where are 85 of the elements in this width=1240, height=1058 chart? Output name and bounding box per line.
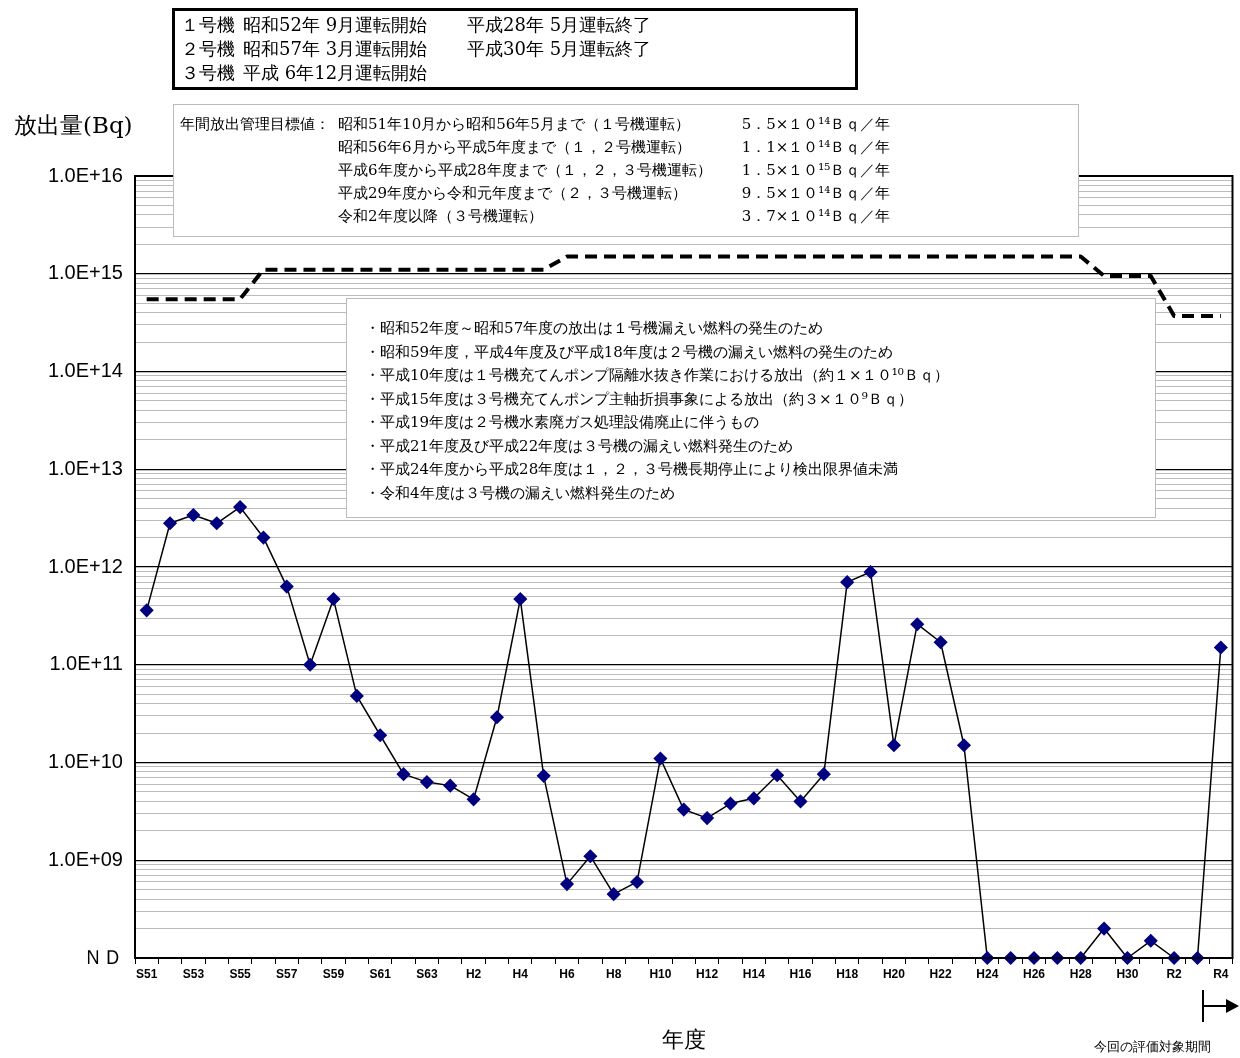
point <box>957 738 971 753</box>
y-tick-label: ＮＤ <box>83 945 123 968</box>
point <box>303 658 317 672</box>
x-tick-label: S63 <box>416 966 438 981</box>
x-tick-label: H12 <box>696 966 719 981</box>
point <box>817 767 831 781</box>
annotation: ・平成21年度及び平成22年度は３号機の漏えい燃料発生のため <box>365 435 795 457</box>
note-box: １号機 昭和52年 9月運転開始 平成28年 5月運転終了 ２号機 昭和57年 3月運転開始 平成30年 5月運転終了 ３号機 平成 6年12月運転開始 <box>172 8 858 90</box>
y-tick-label: 1.0E+16 <box>47 163 123 186</box>
point <box>747 791 761 806</box>
point <box>840 575 854 589</box>
x-tick-label: S59 <box>322 966 345 981</box>
point <box>583 849 598 863</box>
y-tick-label: 1.0E+10 <box>47 750 123 773</box>
point <box>863 565 878 579</box>
point <box>373 728 387 742</box>
point <box>793 794 808 809</box>
x-tick-label: H14 <box>742 966 766 981</box>
x-tick-label: S55 <box>229 966 252 981</box>
point <box>326 592 341 606</box>
y-tick-label: 1.0E+09 <box>47 847 123 870</box>
point <box>163 516 177 531</box>
annotation: ・令和4年度は３号機の漏えい燃料発生のため <box>365 482 676 504</box>
point <box>443 778 457 793</box>
x-tick-label: H24 <box>976 966 999 981</box>
point <box>256 530 271 545</box>
point <box>630 875 644 889</box>
annotation: ・平成15年度は３号機充てんポンプ主軸折損事象による放出（約３×１０⁹Ｂｑ） <box>365 388 914 410</box>
x-tick-label: H8 <box>606 966 622 981</box>
x-tick-label: H30 <box>1116 966 1139 981</box>
y-tick-label: 1.0E+14 <box>47 359 123 382</box>
point <box>513 592 528 606</box>
x-tick-label: R4 <box>1213 966 1229 981</box>
x-tick-label: H6 <box>559 966 575 981</box>
x-tick-label: S61 <box>369 966 392 981</box>
point <box>1214 640 1228 655</box>
point <box>350 689 364 703</box>
y-tick-label: 1.0E+15 <box>47 261 123 284</box>
x-tick-label: H2 <box>465 966 482 981</box>
point <box>280 579 294 594</box>
x-tick-label: H4 <box>512 966 529 981</box>
point <box>677 802 691 817</box>
point <box>910 617 925 631</box>
x-tick-label: H18 <box>836 966 859 981</box>
x-tick-label: H22 <box>929 966 952 981</box>
point <box>560 877 574 891</box>
point <box>653 751 668 766</box>
y-tick-label: 1.0E+11 <box>49 652 123 675</box>
y-tick-label: 1.0E+12 <box>47 554 123 577</box>
annotation: ・平成19年度は２号機水素廃ガス処理設備廃止に伴うもの <box>365 412 761 433</box>
x-tick-label: H26 <box>1023 966 1046 981</box>
x-tick-label: S51 <box>136 966 158 981</box>
point <box>233 500 247 514</box>
y-axis-title: 放出量(Bq) <box>14 111 133 140</box>
x-tick-label: S53 <box>182 966 205 981</box>
point <box>209 516 224 531</box>
y-tick-label: 1.0E+13 <box>47 456 123 479</box>
annotation: ・平成24年度から平成28年度は１，２，３号機長期停止により検出限界値未満 <box>365 459 900 480</box>
annotation: ・昭和59年度，平成4年度及び平成18年度は２号機の漏えい燃料の発生のため <box>365 341 894 363</box>
point <box>700 811 714 825</box>
point <box>536 769 551 783</box>
point <box>606 887 621 901</box>
annotation: ・昭和52年度～昭和57年度の放出は１号機漏えい燃料の発生のため <box>365 318 825 339</box>
annotation: ・平成10年度は１号機充てんポンプ隔離水抜き作業における放出（約１×１０¹⁰Ｂｑ） <box>365 365 950 386</box>
point <box>887 738 901 753</box>
x-tick-label: H20 <box>882 966 906 981</box>
note-box: 年間放出管理目標値： 昭和51年10月から昭和56年5月まで（１号機運転） 5．5×１０¹⁴Ｂｑ／年 昭和56年6月から平成5年度まで（１，２号機運転） 1．1×１０¹⁴Ｂｑ／年 平成6年度から平成28年度まで（１，２，３号機運転） 1．5×１０¹⁵Ｂｑ／年 平成29年度から令和元年度まで（２，３号機運転） 9．5×１０¹⁴Ｂｑ／年 令和2年度以降（３号機運転） 3．7×１０¹⁴Ｂｑ／年 <box>173 104 1079 237</box>
point <box>1144 934 1158 948</box>
x-tick-label: H10 <box>649 966 672 981</box>
point <box>770 768 784 783</box>
point <box>1097 921 1111 936</box>
x-axis-title: 年度 <box>661 1026 706 1052</box>
point <box>420 775 434 789</box>
point <box>466 792 481 807</box>
x-tick-label: H28 <box>1069 966 1093 981</box>
point <box>396 767 411 781</box>
point <box>186 508 201 522</box>
x-tick-label: H16 <box>789 966 812 981</box>
text: 今回の評価対象期間 <box>1094 1038 1219 1056</box>
x-tick-label: R2 <box>1166 966 1183 981</box>
point <box>933 635 948 649</box>
point <box>723 796 738 811</box>
point <box>139 603 154 618</box>
x-tick-label: S57 <box>276 966 298 981</box>
point <box>490 710 504 725</box>
